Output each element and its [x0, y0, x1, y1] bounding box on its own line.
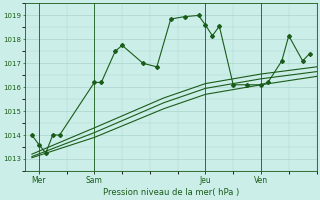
X-axis label: Pression niveau de la mer( hPa ): Pression niveau de la mer( hPa )	[103, 188, 239, 197]
